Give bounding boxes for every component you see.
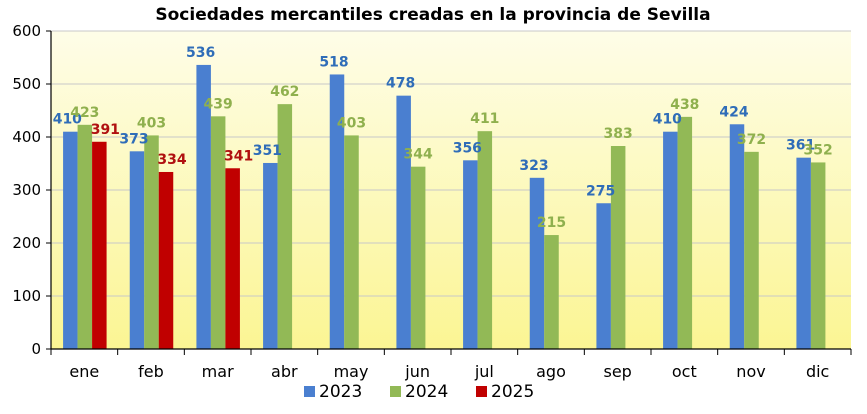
data-label-2023-ene: 410 [53, 112, 82, 128]
legend: 2023 2024 2025 [304, 382, 534, 402]
data-label-2025-ene: 391 [91, 122, 120, 138]
data-label-2023-sep: 275 [586, 183, 615, 199]
bar-2023-sep [596, 203, 611, 349]
bar-2024-jul [477, 131, 493, 349]
x-tick-label-feb: feb [138, 362, 164, 381]
bar-2024-oct [677, 116, 693, 349]
bar-2024-may [344, 135, 359, 349]
x-tick-label-dic: dic [806, 362, 829, 381]
data-label-2024-ago: 215 [537, 215, 566, 231]
data-label-2023-dic: 361 [786, 138, 815, 154]
bar-2024-ene [77, 124, 93, 349]
gridlines [51, 30, 851, 297]
bar-2023-feb [129, 151, 145, 349]
x-tick-label-sep: sep [603, 362, 631, 381]
axes: 0 100 200 300 400 500 600 ene feb mar abr may jun jul… [12, 22, 852, 381]
data-labels: 410 373 536 351 518 478 356 323 275 410 424 361 423 4… [53, 45, 833, 231]
bar-2023-jul [463, 160, 478, 349]
bar-2024-abr [277, 104, 293, 349]
bar-2023-abr [263, 162, 278, 349]
x-tick-label-ago: ago [536, 362, 566, 381]
x-tick-label-may: may [334, 362, 369, 381]
data-label-2023-jul: 356 [453, 140, 482, 156]
bar-2023-mar [196, 64, 211, 350]
chart-title: Sociedades mercantiles creadas en la pro… [155, 5, 710, 25]
data-label-2024-feb: 403 [137, 115, 166, 131]
y-tick-label: 200 [12, 234, 41, 252]
bar-2023-jun [396, 95, 411, 349]
data-label-2024-abr: 462 [270, 84, 299, 100]
data-label-2024-dic: 352 [804, 142, 833, 158]
data-label-2023-abr: 351 [253, 143, 282, 159]
bar-2023-may [329, 74, 345, 350]
bar-2025-ene [92, 141, 107, 349]
bar-2023-dic [796, 157, 811, 349]
legend-swatch-2023 [304, 386, 315, 397]
y-tick-label: 500 [12, 75, 41, 93]
legend-label-2024: 2024 [405, 382, 448, 402]
legend-swatch-2025 [476, 386, 487, 397]
x-tick-label-mar: mar [202, 362, 234, 381]
legend-label-2023: 2023 [319, 382, 362, 402]
x-tick-label-ene: ene [69, 362, 99, 381]
bar-2024-dic [810, 162, 826, 349]
y-tick-label: 100 [12, 287, 41, 305]
data-label-2023-mar: 536 [186, 45, 215, 61]
data-label-2023-nov: 424 [719, 104, 748, 120]
data-label-2024-may: 403 [337, 115, 366, 131]
bar-2023-nov [729, 124, 745, 349]
data-label-2024-jul: 411 [470, 111, 499, 127]
bars [63, 64, 826, 350]
x-tick-label-oct: oct [672, 362, 697, 381]
bar-2024-mar [210, 116, 226, 349]
data-label-2025-feb: 334 [157, 152, 186, 168]
data-label-2024-sep: 383 [604, 126, 633, 142]
bar-2025-feb [158, 171, 174, 349]
x-tick-label-nov: nov [736, 362, 765, 381]
bar-2025-mar [225, 168, 240, 349]
data-label-2025-mar: 341 [224, 148, 253, 164]
bar-2024-ago [544, 235, 559, 349]
data-label-2024-jun: 344 [404, 147, 433, 163]
y-tick-label: 0 [31, 340, 41, 358]
bar-2023-ene [63, 131, 78, 349]
y-tick-label: 600 [12, 22, 41, 40]
bar-2024-sep [610, 146, 626, 349]
data-label-2024-ene: 423 [70, 105, 99, 121]
data-label-2023-may: 518 [319, 54, 348, 70]
bar-2023-oct [663, 131, 678, 349]
data-label-2024-oct: 438 [670, 97, 699, 113]
y-tick-label: 300 [12, 181, 41, 199]
data-label-2023-feb: 373 [119, 131, 148, 147]
data-label-2023-ago: 323 [519, 158, 548, 174]
x-tick-label-jul: jul [474, 362, 494, 381]
data-label-2023-oct: 410 [653, 112, 682, 128]
y-tick-label: 400 [12, 128, 41, 146]
bar-2024-feb [144, 135, 159, 349]
bar-2024-nov [744, 151, 759, 349]
bar-2023-ago [529, 177, 545, 349]
data-label-2023-jun: 478 [386, 76, 415, 92]
legend-swatch-2024 [390, 386, 401, 397]
bar-2024-jun [410, 166, 426, 349]
data-label-2024-nov: 372 [737, 132, 766, 148]
data-label-2024-mar: 439 [204, 96, 233, 112]
x-tick-label-jun: jun [404, 362, 430, 381]
x-tick-label-abr: abr [271, 362, 298, 381]
legend-label-2025: 2025 [491, 382, 534, 402]
